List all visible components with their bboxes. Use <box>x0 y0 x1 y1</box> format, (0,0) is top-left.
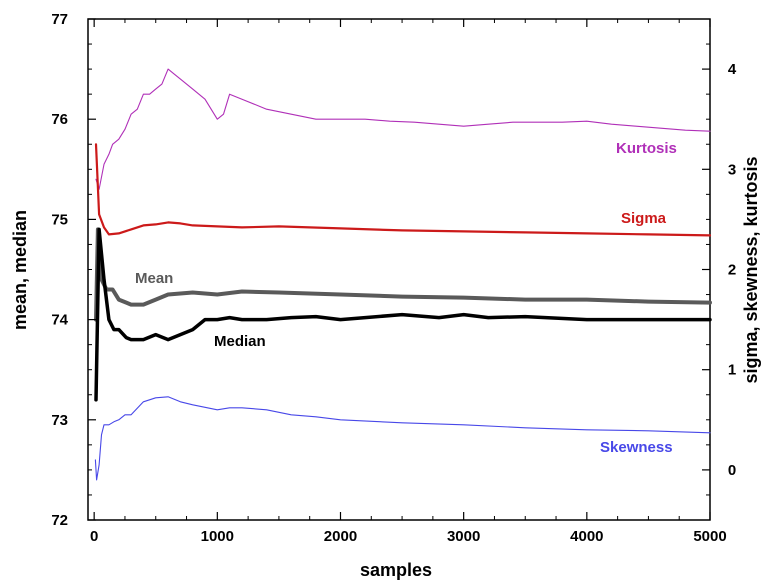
y-left-tick-label: 77 <box>51 11 68 28</box>
ticks-layer: 0 1000 2000 3000 4000 5000 72 73 74 75 76 77 0 1 2 3 4 <box>51 11 737 545</box>
y-right-tick-label: 2 <box>728 262 736 279</box>
y-right-tick-label: 3 <box>728 161 736 178</box>
series-line-skewness <box>94 396 711 481</box>
series-line-kurtosis <box>95 68 711 190</box>
series-line-median <box>94 227 712 402</box>
series-line-mean <box>94 227 712 322</box>
y-axis-left-title: mean, median <box>10 210 30 330</box>
x-tick-label: 5000 <box>693 528 726 545</box>
y-left-tick-label: 72 <box>51 512 68 529</box>
x-tick-label: 2000 <box>324 528 357 545</box>
y-left-tick-label: 73 <box>51 412 68 429</box>
series-line-sigma <box>94 143 712 237</box>
y-axis-right-title: sigma, skewness, kurtosis <box>741 156 761 383</box>
y-right-tick-label: 1 <box>728 362 736 379</box>
label-kurtosis: Kurtosis <box>616 140 677 157</box>
y-left-tick-label: 76 <box>51 111 68 128</box>
x-tick-label: 1000 <box>201 528 234 545</box>
x-tick-label: 4000 <box>570 528 603 545</box>
series-layer <box>94 68 712 481</box>
label-mean: Mean <box>135 270 173 287</box>
x-tick-label: 3000 <box>447 528 480 545</box>
x-axis-title: samples <box>360 560 432 580</box>
y-right-tick-label: 0 <box>728 462 736 479</box>
label-sigma: Sigma <box>621 210 667 227</box>
x-tick-label: 0 <box>90 528 98 545</box>
y-right-tick-label: 4 <box>728 61 737 78</box>
label-median: Median <box>214 333 266 350</box>
label-skewness: Skewness <box>600 439 673 456</box>
y-left-tick-label: 75 <box>51 211 68 228</box>
y-left-tick-label: 74 <box>51 312 68 329</box>
